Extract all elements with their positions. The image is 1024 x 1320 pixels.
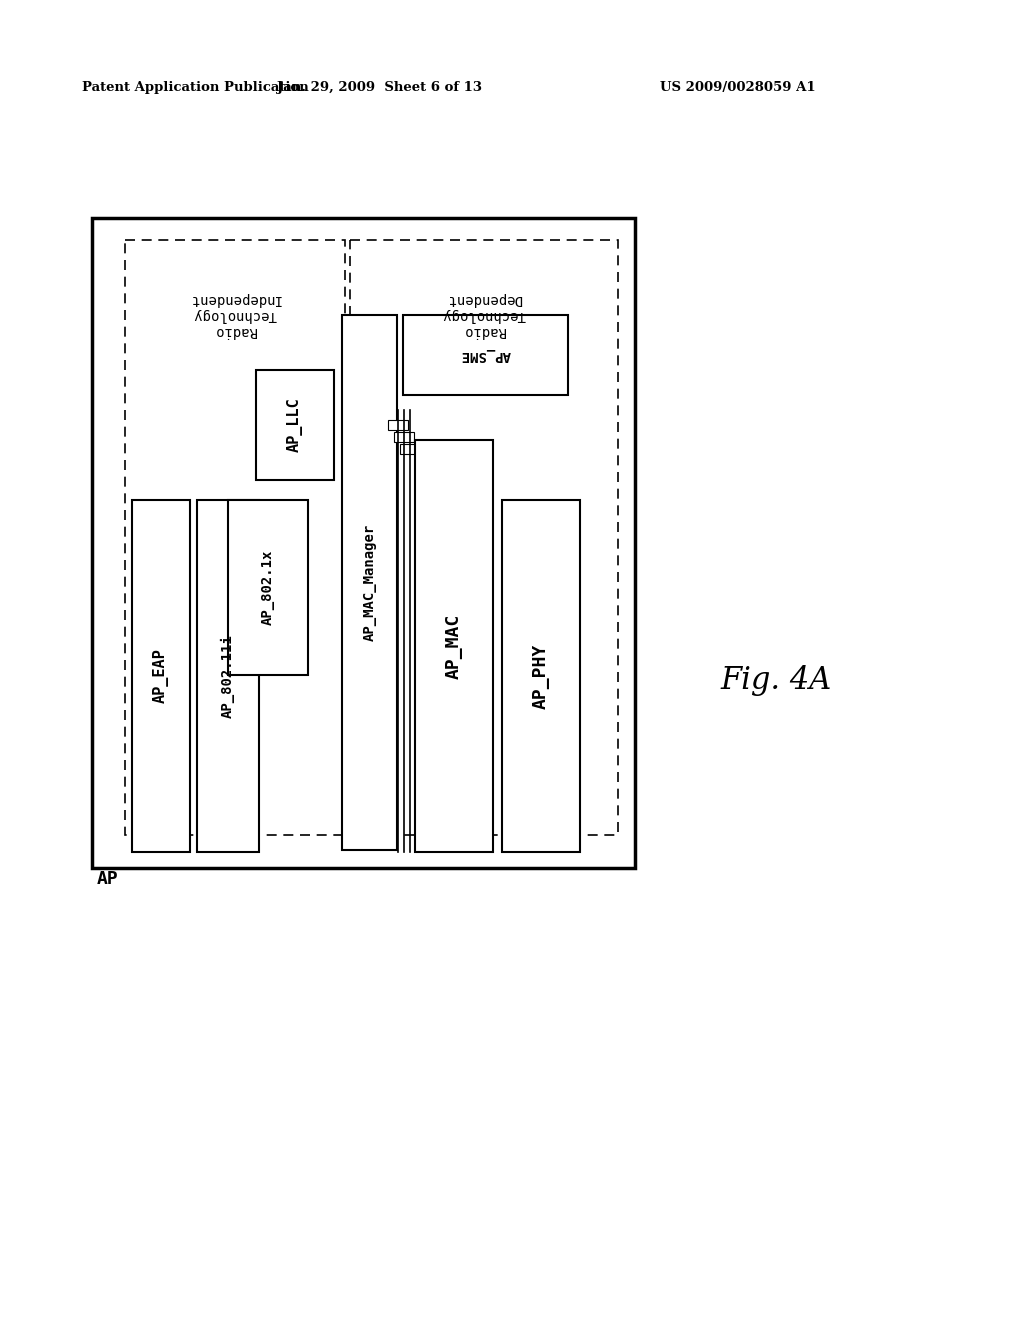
Bar: [197, 500, 259, 851]
Bar: [415, 440, 493, 851]
Bar: [342, 315, 397, 850]
Bar: [228, 500, 308, 675]
Bar: [350, 240, 618, 836]
Text: AP_LLC: AP_LLC: [287, 397, 303, 453]
Bar: [400, 444, 420, 454]
Text: AP_802.11i: AP_802.11i: [221, 634, 236, 718]
Text: AP_802.1x: AP_802.1x: [261, 550, 275, 626]
Text: Jan. 29, 2009  Sheet 6 of 13: Jan. 29, 2009 Sheet 6 of 13: [278, 82, 482, 95]
Text: Radio
Technology
Independent: Radio Technology Independent: [189, 292, 281, 338]
Text: Fig. 4A: Fig. 4A: [720, 664, 831, 696]
Bar: [394, 432, 414, 442]
Bar: [403, 315, 568, 395]
Bar: [92, 218, 635, 869]
Bar: [256, 370, 334, 480]
Bar: [502, 500, 580, 851]
Text: AP_EAP: AP_EAP: [153, 648, 169, 704]
Text: Patent Application Publication: Patent Application Publication: [82, 82, 309, 95]
Text: AP_PHY: AP_PHY: [532, 643, 550, 709]
Text: AP_MAC: AP_MAC: [445, 614, 463, 678]
Bar: [388, 420, 408, 430]
Text: Radio
Technology
Dependent: Radio Technology Dependent: [442, 292, 526, 338]
Text: AP_SME: AP_SME: [461, 348, 511, 362]
Bar: [132, 500, 190, 851]
Text: AP_MAC_Manager: AP_MAC_Manager: [362, 524, 377, 642]
Text: AP: AP: [97, 870, 119, 888]
Text: US 2009/0028059 A1: US 2009/0028059 A1: [660, 82, 816, 95]
Bar: [125, 240, 345, 836]
